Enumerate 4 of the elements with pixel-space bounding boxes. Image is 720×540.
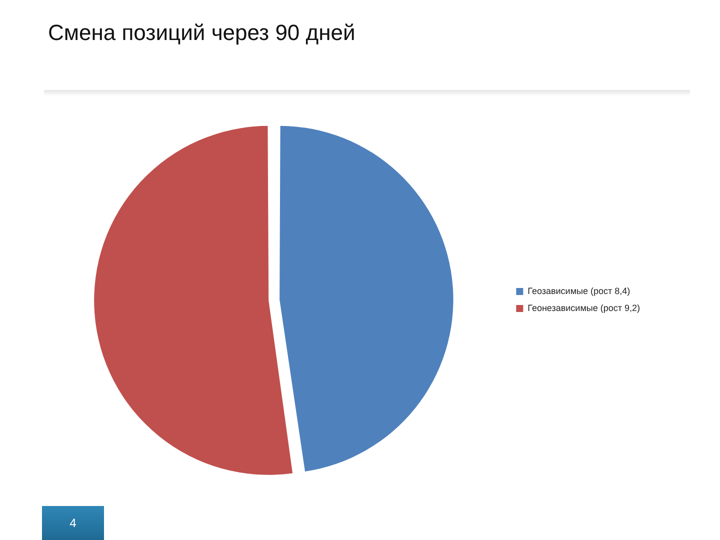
legend-label: Геонезависимые (рост 9,2) — [528, 302, 640, 313]
legend-label: Геозависимые (рост 8,4) — [528, 286, 630, 296]
text: 4 — [42, 506, 104, 540]
chart-title: Смена позиций через 90 дней — [48, 19, 356, 47]
